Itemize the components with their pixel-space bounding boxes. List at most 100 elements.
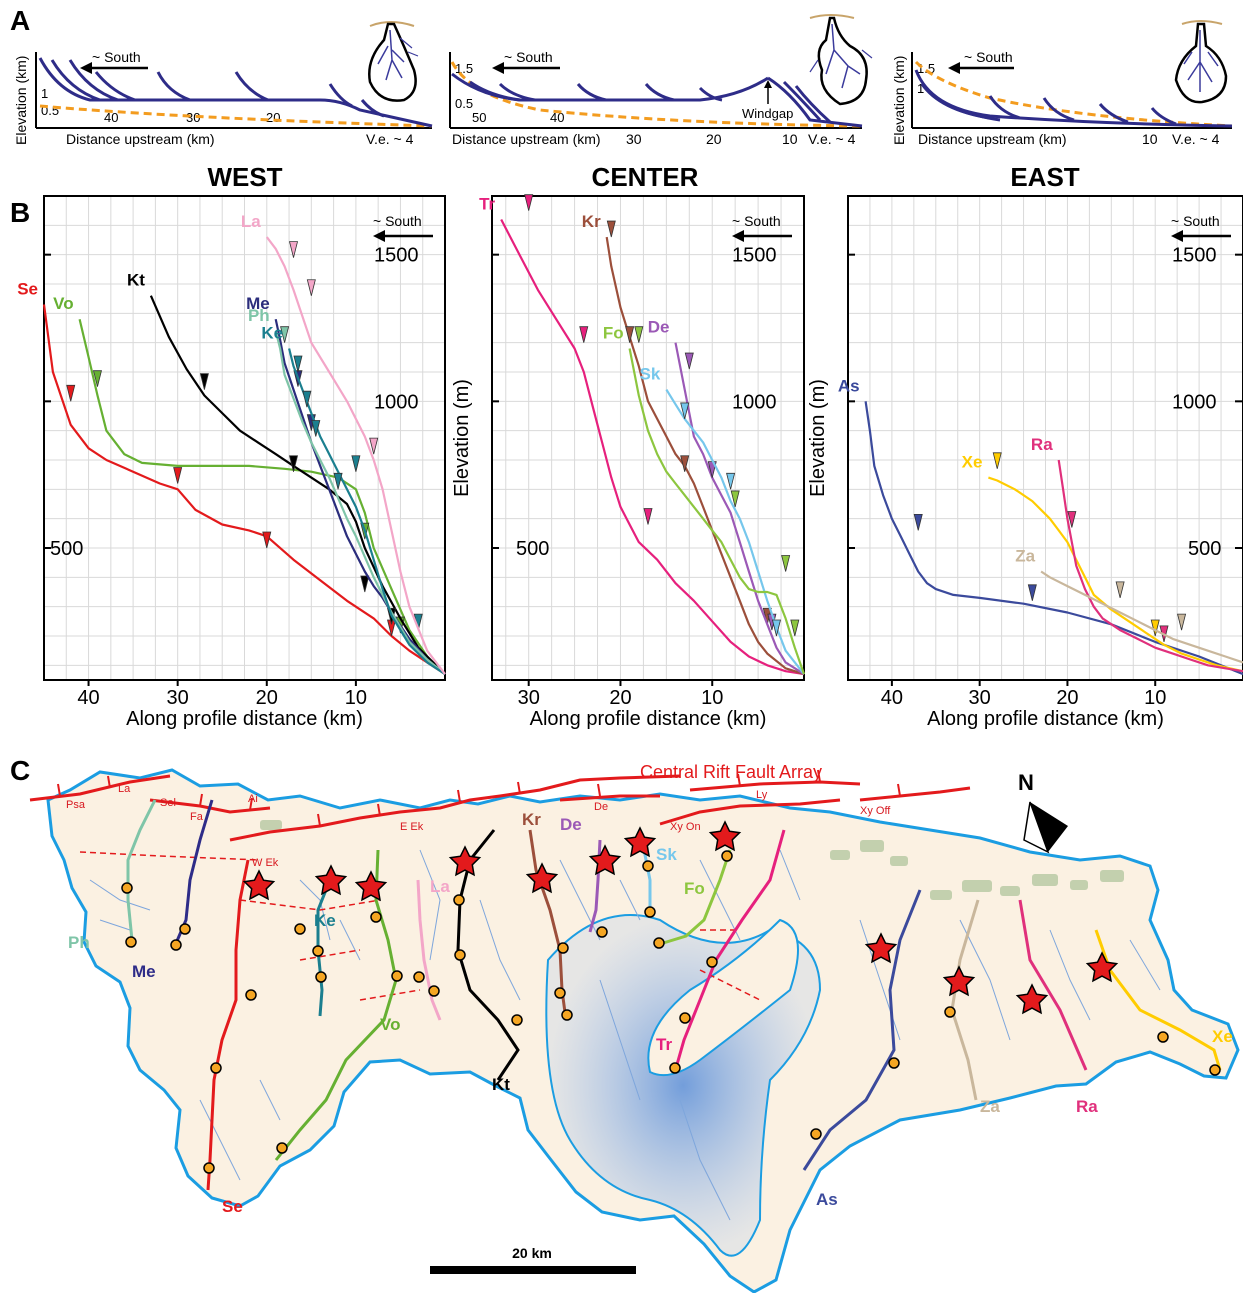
center-series-sk-knickpoint — [771, 619, 781, 637]
panel-a-center-direction: ~ South — [504, 49, 553, 65]
panel-a-west-basin-icon — [368, 21, 419, 102]
center-series-fo-knickpoint — [634, 326, 644, 343]
map-label-ra: Ra — [1076, 1097, 1098, 1116]
east-series-as — [864, 401, 1243, 676]
west-series-la — [265, 236, 446, 675]
windgap-stars — [242, 820, 1119, 1015]
center-series-sk-knickpoint — [680, 402, 690, 420]
east-series-xe — [988, 476, 1243, 673]
east-xtick-label: 40 — [881, 687, 903, 709]
map-label-me: Me — [132, 962, 156, 981]
center-series-kr-label: Kr — [582, 212, 601, 231]
west-direction-label: ~ South — [373, 213, 422, 229]
panel-label-c: C — [10, 755, 30, 786]
panel-a-west: Elevation (km) 0.5 1 40 30 20 Distance u… — [13, 21, 433, 147]
panel-a-center-basin-icon — [809, 14, 873, 106]
river-sk — [642, 849, 652, 912]
panel-a-west-ylabel: Elevation (km) — [13, 56, 29, 145]
west-series-ph-label: Ph — [248, 306, 270, 325]
west-series-ke-label: Ke — [261, 324, 283, 343]
fault-fa: Fa — [190, 811, 204, 823]
map-label-ke: Ke — [314, 911, 336, 930]
west-ytick-label: 1000 — [374, 391, 419, 413]
panel-a-east: Elevation (km) 1 1.5 Distance upstream (… — [891, 20, 1233, 147]
map-label-kt: Kt — [492, 1075, 510, 1094]
panel-a-east-ytick-0: 1 — [917, 81, 924, 96]
west-series-ph-knickpoint — [280, 326, 290, 343]
windgap-label: Windgap — [742, 106, 793, 121]
east-xlabel: Along profile distance (km) — [927, 708, 1164, 730]
panel-a-east-xlabel: Distance upstream (km) — [918, 131, 1067, 147]
center-xtick-label: 20 — [609, 687, 631, 709]
west-series-ke-knickpoint — [302, 390, 312, 408]
panel-a-center-xtick-2: 30 — [626, 131, 642, 147]
west-series-la-knickpoint — [306, 279, 316, 296]
west-series-ke-knickpoint — [333, 472, 343, 490]
panel-a-center-xlabel: Distance upstream (km) — [452, 131, 601, 147]
center-series-fo-knickpoint — [790, 619, 800, 637]
stream-network — [89, 849, 1161, 1221]
panel-a-west-xtick-1: 30 — [186, 110, 200, 125]
west-series-me-label: Me — [246, 294, 270, 313]
center-series-fo-knickpoint — [781, 555, 791, 572]
west-series-se-knickpoint — [173, 467, 183, 484]
west-direction-arrowhead — [373, 230, 385, 242]
east-series-za-knickpoint — [1177, 613, 1187, 631]
river-fo — [659, 849, 732, 946]
panel-a-west-xtick-2: 20 — [266, 110, 280, 125]
river-ph — [126, 799, 157, 941]
center-xtick-label: 30 — [518, 687, 540, 709]
river-se — [206, 859, 250, 1191]
map-label-vo: Vo — [380, 1015, 400, 1034]
center-series-tr-knickpoint — [524, 194, 534, 211]
center-frame — [491, 195, 805, 681]
east-series-as-knickpoint — [913, 514, 923, 531]
west-series-kt — [149, 295, 446, 675]
center-direction-label: ~ South — [732, 213, 781, 229]
river-outlets — [121, 850, 1221, 1174]
west-series-la-knickpoint — [369, 437, 379, 455]
center-series-kr-knickpoint — [680, 455, 690, 472]
west-xtick-label: 10 — [345, 687, 367, 709]
west-series-kt-label: Kt — [127, 271, 145, 290]
west-series-ke — [288, 348, 446, 676]
panel-a-center-ve: V.e. ~ 4 — [808, 131, 856, 147]
west-series-la-label: La — [241, 212, 261, 231]
west-series-vo — [78, 318, 446, 675]
east-xtick-label: 10 — [1144, 687, 1166, 709]
east-xtick-label: 20 — [1056, 687, 1078, 709]
west-series-se-knickpoint — [262, 531, 272, 549]
west-series-kt-knickpoint — [288, 455, 299, 472]
fault-xy-on: Xy On — [670, 821, 701, 833]
east-xtick-label: 30 — [969, 687, 991, 709]
center-ytick-label: 1000 — [732, 391, 777, 413]
panel-a-center: 0.5 1.5 50 40 30 20 10 Distance upstream… — [449, 14, 873, 147]
north-arrow: N — [1018, 770, 1068, 854]
panel-a-west-ve: V.e. ~ 4 — [366, 131, 414, 147]
east-series-xe-knickpoint — [992, 452, 1002, 469]
east-title: EAST — [1010, 162, 1079, 192]
west-xtick-label: 30 — [167, 687, 189, 709]
scalebar-label: 20 km — [512, 1245, 552, 1261]
east-ytick-label: 1000 — [1172, 391, 1217, 413]
west-series-vo-knickpoint — [92, 370, 102, 387]
fault-de: De — [594, 801, 608, 813]
panel-a-west-direction: ~ South — [92, 49, 141, 65]
panel-a-center-xtick-3: 20 — [706, 131, 722, 147]
river-ra — [1018, 899, 1088, 1071]
east-frame — [847, 195, 1243, 681]
fault-w-ek: W Ek — [252, 857, 279, 869]
west-series-kt-knickpoint — [360, 575, 370, 593]
center-profile-chart: 30 20 10 500 1000 1500 Along profile distance … — [451, 194, 806, 730]
east-direction-label: ~ South — [1171, 213, 1220, 229]
map-label-se: Se — [222, 1197, 243, 1216]
river-la — [416, 879, 442, 1021]
fault-e-ek: E Ek — [400, 821, 424, 833]
west-profile-chart: 40 30 20 10 500 1000 1500 Along profile distanc… — [17, 195, 446, 730]
fault-array-label: Central Rift Fault Array — [640, 762, 822, 782]
west-title: WEST — [207, 162, 282, 192]
map-label-xe: Xe — [1212, 1027, 1233, 1046]
center-series-tr-knickpoint — [643, 508, 653, 525]
map-label-sk: Sk — [656, 845, 677, 864]
map-label-za: Za — [980, 1097, 1000, 1116]
